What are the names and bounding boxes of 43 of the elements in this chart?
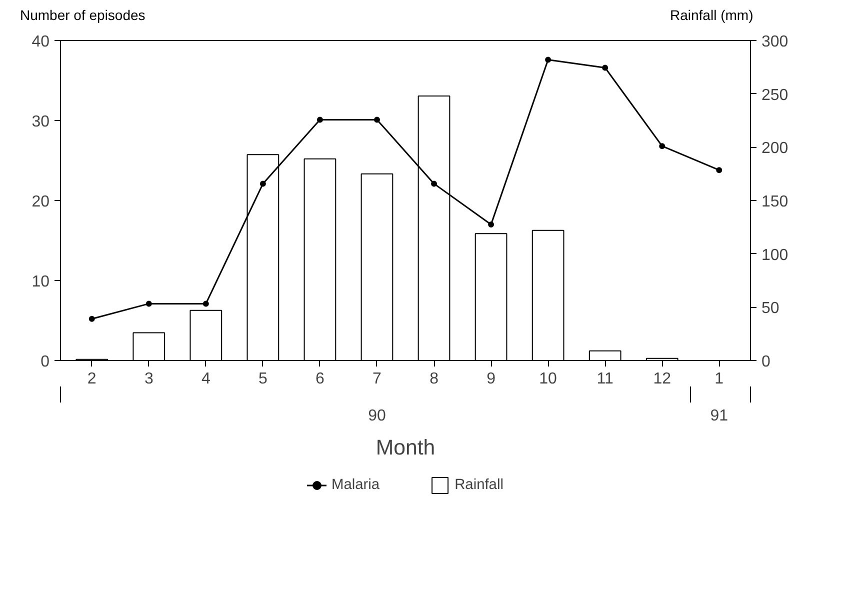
x-tick-label: 3	[144, 370, 154, 388]
text: 90	[368, 408, 386, 424]
y-tick-label: 10	[32, 274, 50, 290]
point	[374, 116, 380, 123]
point	[146, 300, 152, 307]
point	[602, 64, 608, 71]
x-tick-label: 7	[372, 370, 382, 388]
legend-label: Malaria	[332, 476, 380, 492]
point	[88, 316, 95, 322]
point	[716, 167, 722, 174]
point	[545, 56, 552, 63]
y-tick-label: 0	[40, 354, 50, 370]
y-tick-label: 30	[32, 114, 50, 130]
point	[659, 143, 666, 150]
x-tick-label: 2	[87, 370, 96, 388]
y2-tick-label: 100	[762, 246, 788, 264]
legend-label: Rainfall	[454, 476, 504, 492]
x-tick-label: 9	[486, 370, 496, 388]
point	[316, 116, 323, 123]
x-tick-label: 4	[201, 370, 210, 388]
x-tick-label: 12	[653, 370, 672, 388]
y-tick-label: 40	[32, 34, 50, 50]
y-tick-label: 20	[32, 194, 50, 210]
x-tick-label: 11	[596, 370, 614, 388]
x-tick-label: 8	[430, 370, 439, 388]
point	[431, 180, 438, 187]
y2-tick-label: 300	[762, 34, 788, 50]
text: 91	[710, 408, 728, 424]
y2-tick-label: 150	[762, 194, 788, 210]
x-tick-label: 10	[539, 370, 558, 388]
y2-tick-label: 50	[762, 300, 780, 318]
x-axis-title: Month	[376, 436, 436, 460]
point	[260, 180, 266, 187]
x-tick-label: 5	[258, 370, 268, 388]
point	[202, 300, 209, 307]
y-axis-title: Number of episodes	[20, 6, 146, 25]
point	[488, 222, 494, 228]
x-tick-label: 6	[316, 370, 325, 388]
y2-tick-label: 250	[762, 86, 788, 104]
y2-tick-label: 200	[762, 140, 788, 158]
x-tick-label: 1	[714, 370, 724, 388]
y2-axis-title: Rainfall (mm)	[670, 6, 754, 25]
y2-tick-label: 0	[762, 354, 770, 370]
